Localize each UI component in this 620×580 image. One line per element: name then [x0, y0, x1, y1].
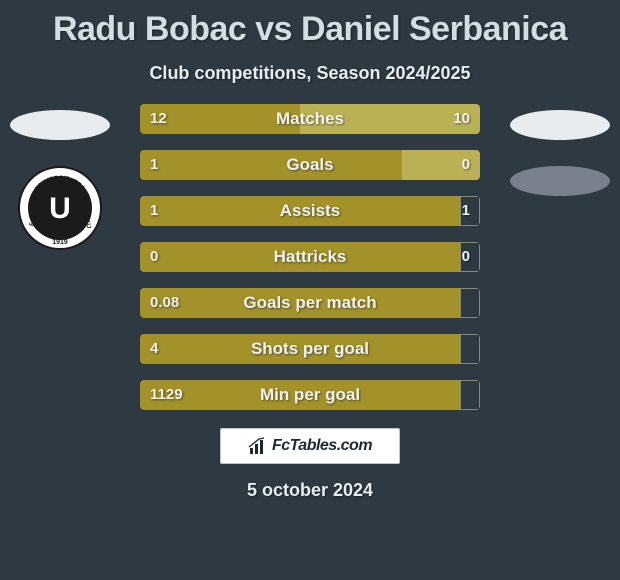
svg-text:U: U — [49, 192, 71, 225]
stat-row: 11Assists — [140, 196, 480, 226]
subtitle: Club competitions, Season 2024/2025 — [0, 63, 620, 84]
stat-bar-left — [140, 196, 460, 226]
fctables-watermark: FcTables.com — [220, 428, 400, 464]
stat-row: 0.08Goals per match — [140, 288, 480, 318]
stat-bar-right — [460, 288, 480, 318]
stat-bar-right — [460, 242, 480, 272]
player-left-photo-placeholder — [10, 110, 110, 140]
stat-bar-right — [460, 380, 480, 410]
stat-row: 1129Min per goal — [140, 380, 480, 410]
stat-bar-right — [300, 104, 480, 134]
svg-text:1919: 1919 — [52, 239, 68, 246]
stat-bars: 1210Matches 10Goals 11Assists 00Hattricks 0.… — [140, 104, 480, 426]
stat-row: 00Hattricks — [140, 242, 480, 272]
stat-bar-left — [140, 288, 460, 318]
stat-bar-right — [402, 150, 480, 180]
stat-bar-left — [140, 334, 460, 364]
player-right-photo-placeholder — [510, 110, 610, 140]
stat-bar-left — [140, 242, 460, 272]
stat-bar-right — [460, 334, 480, 364]
brand-text: FcTables.com — [272, 437, 372, 455]
stat-bar-left — [140, 150, 402, 180]
stat-bar-left — [140, 104, 300, 134]
stat-row: 10Goals — [140, 150, 480, 180]
page-title: Radu Bobac vs Daniel Serbanica — [0, 0, 620, 49]
player-left-club-badge: U UNIVERSITATEA UNIVERSITATEA 1919 F.C. … — [18, 166, 102, 250]
bar-chart-icon — [248, 436, 268, 456]
player-right-club-placeholder — [510, 166, 610, 196]
stat-row: 4Shots per goal — [140, 334, 480, 364]
stat-row: 1210Matches — [140, 104, 480, 134]
date-text: 5 october 2024 — [0, 480, 620, 501]
stat-bar-right — [460, 196, 480, 226]
stat-bar-left — [140, 380, 460, 410]
